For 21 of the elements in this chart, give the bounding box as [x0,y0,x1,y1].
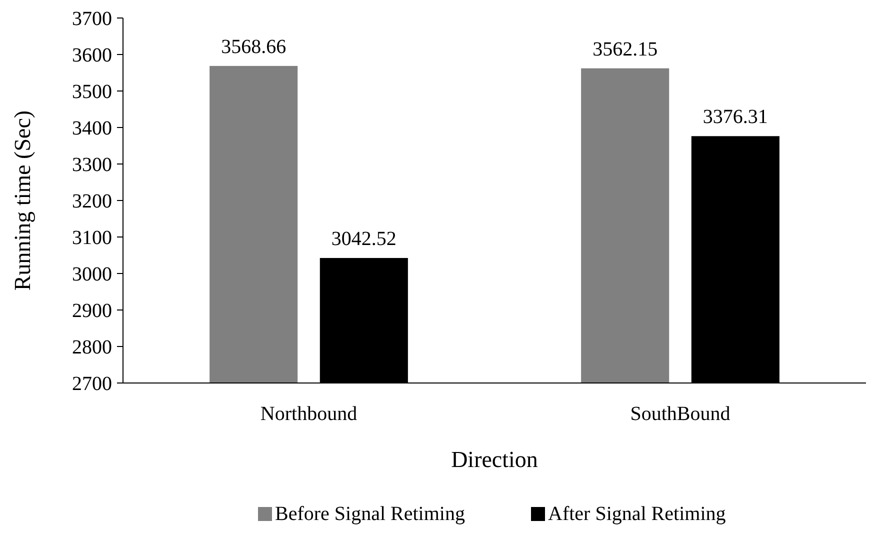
y-tick-label: 3300 [72,154,112,176]
y-tick-label: 2900 [72,300,112,322]
x-tick-label: Northbound [260,403,358,425]
y-tick-label: 2700 [72,373,112,395]
legend-label: After Signal Retiming [548,503,726,525]
y-tick-label: 3700 [72,8,112,30]
y-tick-label: 3500 [72,81,112,103]
data-label: 3376.31 [702,106,768,128]
data-label: 3042.52 [331,228,396,250]
x-axis-title: Direction [451,447,538,472]
y-tick-label: 3100 [72,227,112,249]
x-tick-label: SouthBound [630,403,730,425]
y-tick-label: 2800 [72,336,112,358]
legend-label: Before Signal Retiming [275,503,465,525]
y-axis-title: Running time (Sec) [10,110,35,291]
y-tick-label: 3600 [72,44,112,66]
data-label: 3562.15 [592,38,658,60]
y-tick-label: 3400 [72,118,112,140]
y-tick-label: 3000 [72,264,112,286]
data-label: 3568.66 [221,36,286,58]
y-tick-label: 3200 [72,190,112,212]
